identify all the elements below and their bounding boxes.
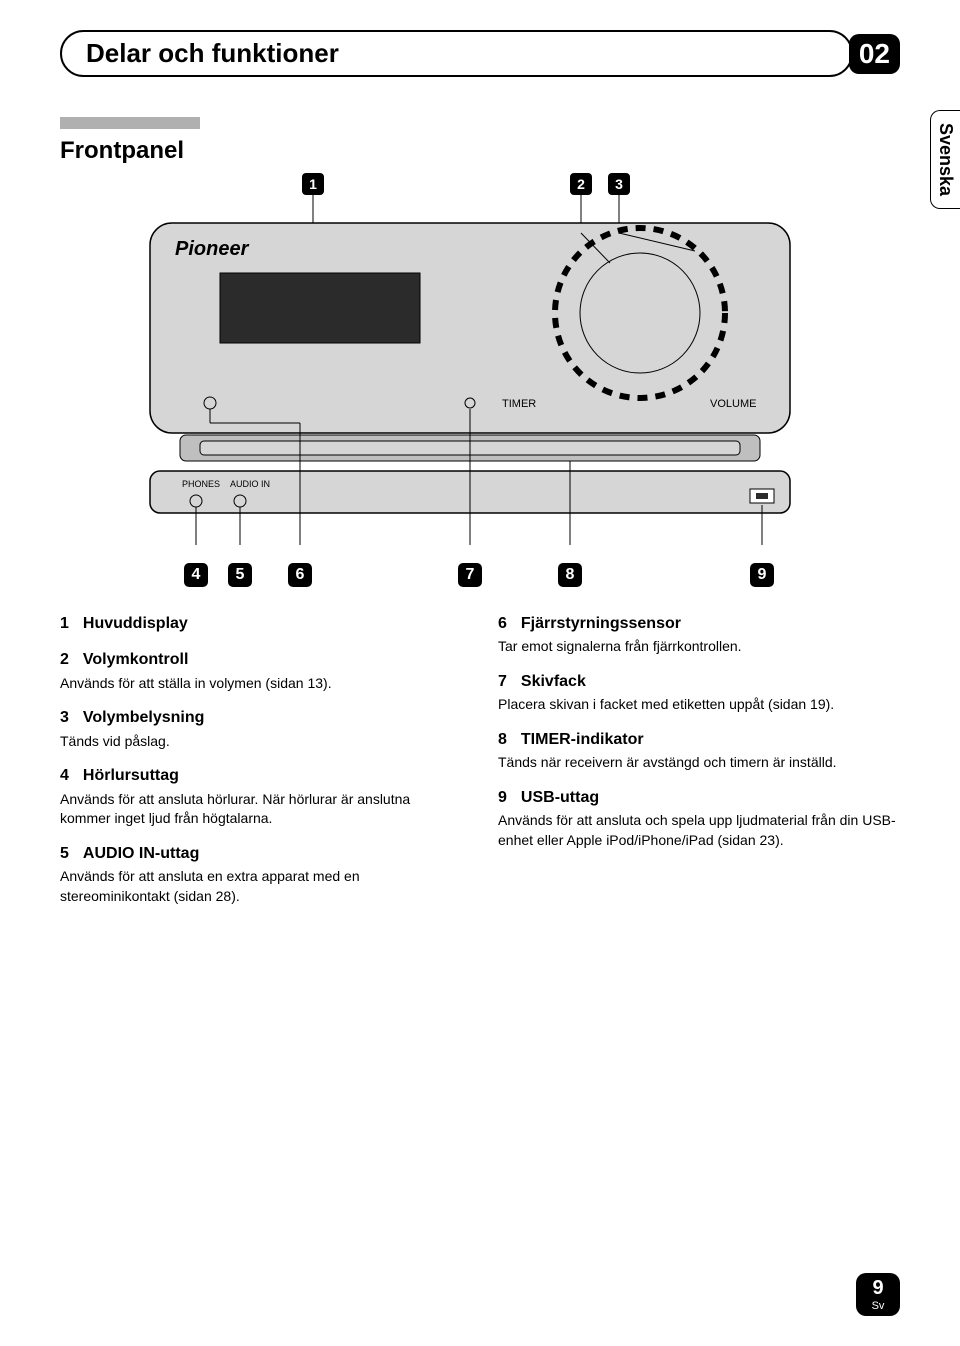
callout-3: 3 (615, 176, 623, 192)
item-desc: Används för att ansluta hörlurar. När hö… (60, 790, 462, 829)
callout-9: 9 (750, 563, 774, 587)
item-title: Fjärrstyrningssensor (521, 615, 681, 632)
item-title: Volymbelysning (83, 709, 205, 726)
item-desc: Placera skivan i facket med etiketten up… (498, 695, 900, 715)
language-tab: Svenska (930, 110, 960, 209)
volume-label: VOLUME (710, 398, 756, 410)
item-num: 5 (60, 845, 69, 862)
right-column: 6 Fjärrstyrningssensor Tar emot signalern… (498, 613, 900, 921)
item-num: 6 (498, 615, 507, 632)
callout-2: 2 (577, 176, 585, 192)
item-desc: Tänds vid påslag. (60, 732, 462, 752)
item-5: 5 AUDIO IN-uttag Används för att ansluta … (60, 843, 462, 907)
item-title: AUDIO IN-uttag (83, 845, 199, 862)
item-1: 1 Huvuddisplay (60, 613, 462, 635)
page-lang: Sv (856, 1300, 900, 1312)
audioin-label: AUDIO IN (230, 479, 270, 489)
subtitle-row: Frontpanel (60, 137, 900, 165)
item-3: 3 Volymbelysning Tänds vid påslag. (60, 707, 462, 751)
item-9: 9 USB-uttag Används för att ansluta och s… (498, 787, 900, 851)
callout-6: 6 (288, 563, 312, 587)
left-column: 1 Huvuddisplay 2 Volymkontroll Används för… (60, 613, 462, 921)
item-4: 4 Hörlursuttag Används för att ansluta hö… (60, 765, 462, 829)
item-num: 1 (60, 615, 69, 632)
callout-8: 8 (558, 563, 582, 587)
phones-label: PHONES (182, 479, 220, 489)
callout-1: 1 (309, 176, 317, 192)
item-num: 8 (498, 731, 507, 748)
page-footer-badge: 9 Sv (856, 1273, 900, 1316)
item-desc: Används för att ansluta och spela upp lj… (498, 811, 900, 850)
item-title: Huvuddisplay (83, 615, 188, 632)
bottom-callouts: 4 5 6 7 8 9 (60, 563, 900, 589)
item-num: 4 (60, 767, 69, 784)
item-desc: Tänds när receivern är avstängd och time… (498, 753, 900, 773)
callout-7: 7 (458, 563, 482, 587)
page-number: 9 (856, 1277, 900, 1300)
title-pill: Delar och funktioner (60, 30, 853, 77)
description-columns: 1 Huvuddisplay 2 Volymkontroll Används för… (60, 613, 900, 921)
item-desc: Används för att ansluta en extra apparat… (60, 867, 462, 906)
callout-4: 4 (184, 563, 208, 587)
item-7: 7 Skivfack Placera skivan i facket med et… (498, 671, 900, 715)
timer-label: TIMER (502, 398, 536, 410)
item-8: 8 TIMER-indikator Tänds när receivern är … (498, 729, 900, 773)
item-6: 6 Fjärrstyrningssensor Tar emot signalern… (498, 613, 900, 657)
header-row: Delar och funktioner 02 (60, 30, 900, 77)
item-desc: Används för att ställa in volymen (sidan… (60, 674, 462, 694)
item-title: TIMER-indikator (521, 731, 644, 748)
item-2: 2 Volymkontroll Används för att ställa in… (60, 649, 462, 693)
item-title: Skivfack (521, 673, 586, 690)
item-title: Volymkontroll (83, 651, 189, 668)
brand-logo: Pioneer (175, 238, 250, 260)
callout-5: 5 (228, 563, 252, 587)
frontpanel-diagram: 1 2 3 Pioneer TIMER VOLUME PHONES AUDIO … (60, 173, 900, 553)
item-title: USB-uttag (521, 789, 599, 806)
chapter-badge: 02 (849, 34, 900, 74)
page-title: Delar och funktioner (86, 38, 827, 69)
section-title: Frontpanel (60, 137, 900, 165)
item-num: 7 (498, 673, 507, 690)
item-title: Hörlursuttag (83, 767, 179, 784)
item-num: 9 (498, 789, 507, 806)
item-desc: Tar emot signalerna från fjärrkontrollen… (498, 637, 900, 657)
item-num: 2 (60, 651, 69, 668)
item-num: 3 (60, 709, 69, 726)
section-bar (60, 117, 200, 129)
